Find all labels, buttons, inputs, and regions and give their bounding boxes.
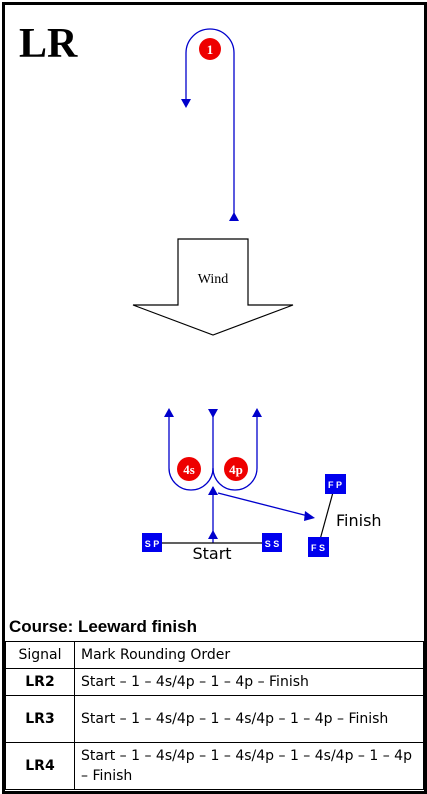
arrow-up-icon	[164, 408, 174, 417]
mark-4p	[224, 457, 248, 481]
finish-label: Finish	[336, 511, 382, 530]
start-label: Start	[192, 544, 231, 563]
table-header-signal: Signal	[5, 641, 75, 669]
order-cell: Start – 1 – 4s/4p – 1 – 4p – Finish	[74, 668, 424, 696]
arrow-up-icon	[229, 212, 239, 221]
course-diagram: LR 1 Wind 4s 4p S P S S Start	[19, 21, 382, 563]
start-pin-mark	[142, 533, 162, 552]
finish-leg-line	[217, 492, 313, 518]
gate-left-loop	[168, 411, 214, 491]
course-heading: LR	[19, 21, 78, 67]
start-boat-mark	[262, 533, 282, 552]
arrow-up-icon	[208, 486, 218, 495]
signal-cell: LR2	[5, 668, 75, 696]
table-row: LR2 Start – 1 – 4s/4p – 1 – 4p – Finish	[5, 668, 424, 696]
order-cell: Start – 1 – 4s/4p – 1 – 4s/4p – 1 – 4p –…	[74, 695, 424, 743]
gate-right-loop	[212, 415, 258, 491]
mark-1-label: 1	[207, 42, 214, 57]
arrow-down-icon	[181, 99, 191, 108]
windward-leg-line	[185, 28, 235, 217]
finish-boat-mark	[308, 537, 329, 557]
table-header-row: Signal Mark Rounding Order	[5, 641, 424, 669]
finish-line	[317, 484, 336, 548]
start-boat-label: S S	[265, 539, 280, 549]
signal-cell: LR4	[5, 742, 75, 790]
table-row: LR3 Start – 1 – 4s/4p – 1 – 4s/4p – 1 – …	[5, 695, 424, 743]
signal-cell: LR3	[5, 695, 75, 743]
rounding-order-table: Signal Mark Rounding Order LR2 Start – 1…	[5, 641, 424, 790]
arrow-up-icon	[252, 408, 262, 417]
wind-arrow	[132, 238, 294, 336]
finish-pin-label: F P	[328, 480, 342, 490]
start-pin-label: S P	[145, 539, 160, 549]
mark-4s	[177, 457, 201, 481]
table-row: LR4 Start – 1 – 4s/4p – 1 – 4s/4p – 1 – …	[5, 742, 424, 790]
finish-pin-mark	[325, 474, 346, 494]
mark-4p-label: 4p	[229, 462, 243, 477]
wind-label: Wind	[198, 272, 229, 287]
table-header-order: Mark Rounding Order	[74, 641, 424, 669]
order-cell: Start – 1 – 4s/4p – 1 – 4s/4p – 1 – 4s/4…	[74, 742, 424, 790]
arrow-up-icon	[208, 530, 218, 539]
arrow-right-icon	[304, 511, 315, 521]
course-title: Course: Leeward finish	[9, 617, 197, 636]
mark-4s-label: 4s	[183, 462, 195, 477]
arrow-down-icon	[208, 409, 218, 418]
finish-boat-label: F S	[311, 543, 325, 553]
mark-1	[199, 38, 221, 60]
